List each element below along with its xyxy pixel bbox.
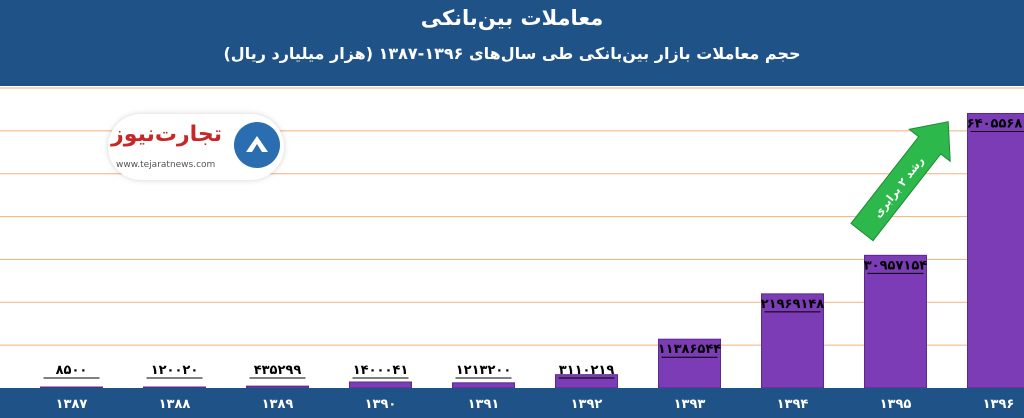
chart-header: معاملات بین‌بانکی حجم معاملات بازار بین‌…	[0, 0, 1024, 86]
bar	[246, 385, 309, 389]
x-axis-band	[0, 388, 1024, 418]
chart-subtitle: حجم معاملات بازار بین‌بانکی طی سال‌های ۱…	[223, 44, 801, 63]
bars	[40, 112, 1024, 389]
bar	[864, 254, 927, 389]
growth-arrow-icon: رشد ۲ برابری	[850, 121, 951, 242]
value-label: ۱۱۳۸۶۵۴۴	[658, 342, 722, 357]
value-label: ۳۱۱۰۲۱۹	[559, 363, 615, 378]
chart-title: معاملات بین‌بانکی	[420, 6, 604, 30]
logo-name: تجارت‌نیوز	[111, 122, 222, 147]
x-tick-label: ۱۳۹۱	[468, 397, 500, 412]
x-tick-label: ۱۳۹۶	[983, 397, 1015, 412]
value-label: ۸۵۰۰	[56, 363, 88, 378]
value-label: ۲۱۹۶۹۱۴۸	[761, 297, 825, 312]
value-labels: ۸۵۰۰ ۱۲۰۰۲۰ ۴۳۵۲۹۹ ۱۴۰۰۰۴۱ ۱۲۱۳۲۰۰ ۳۱۱۰۲۱۹ ۱۱۳…	[43, 116, 1024, 379]
x-tick-label: ۱۳۹۳	[674, 397, 706, 412]
x-tick-label: ۱۳۸۸	[159, 397, 191, 412]
value-label: ۶۴۰۵۵۶۸۰	[967, 116, 1024, 131]
value-label: ۱۲۱۳۲۰۰	[456, 363, 512, 378]
value-label: ۱۴۰۰۰۴۱	[353, 363, 409, 378]
logo-url: www.tejaratnews.com	[116, 160, 216, 170]
x-tick-label: ۱۳۹۰	[365, 397, 397, 412]
bar	[967, 112, 1024, 389]
x-tick-label: ۱۳۹۲	[571, 397, 603, 412]
growth-annotation: رشد ۲ برابری	[850, 121, 951, 242]
x-axis: ۱۳۸۷ ۱۳۸۸ ۱۳۸۹ ۱۳۹۰ ۱۳۹۱ ۱۳۹۲ ۱۳۹۳ ۱۳۹۴ ۱۳۹۵ ۱۳۹۶	[56, 397, 1015, 412]
x-tick-label: ۱۳۹۵	[880, 397, 912, 412]
logo-emblem-icon	[234, 122, 280, 168]
value-label: ۴۳۵۲۹۹	[254, 363, 302, 378]
bar	[452, 382, 515, 389]
x-tick-label: ۱۳۹۴	[777, 397, 809, 412]
value-label: ۳۰۹۵۷۱۵۴	[864, 258, 928, 273]
x-tick-label: ۱۳۸۷	[56, 397, 88, 412]
logo: تجارت‌نیوز www.tejaratnews.com	[108, 114, 284, 180]
x-tick-label: ۱۳۸۹	[262, 397, 294, 412]
bar	[658, 338, 721, 389]
value-label: ۱۲۰۰۲۰	[151, 363, 199, 378]
bar	[349, 381, 412, 389]
bar	[761, 293, 824, 389]
